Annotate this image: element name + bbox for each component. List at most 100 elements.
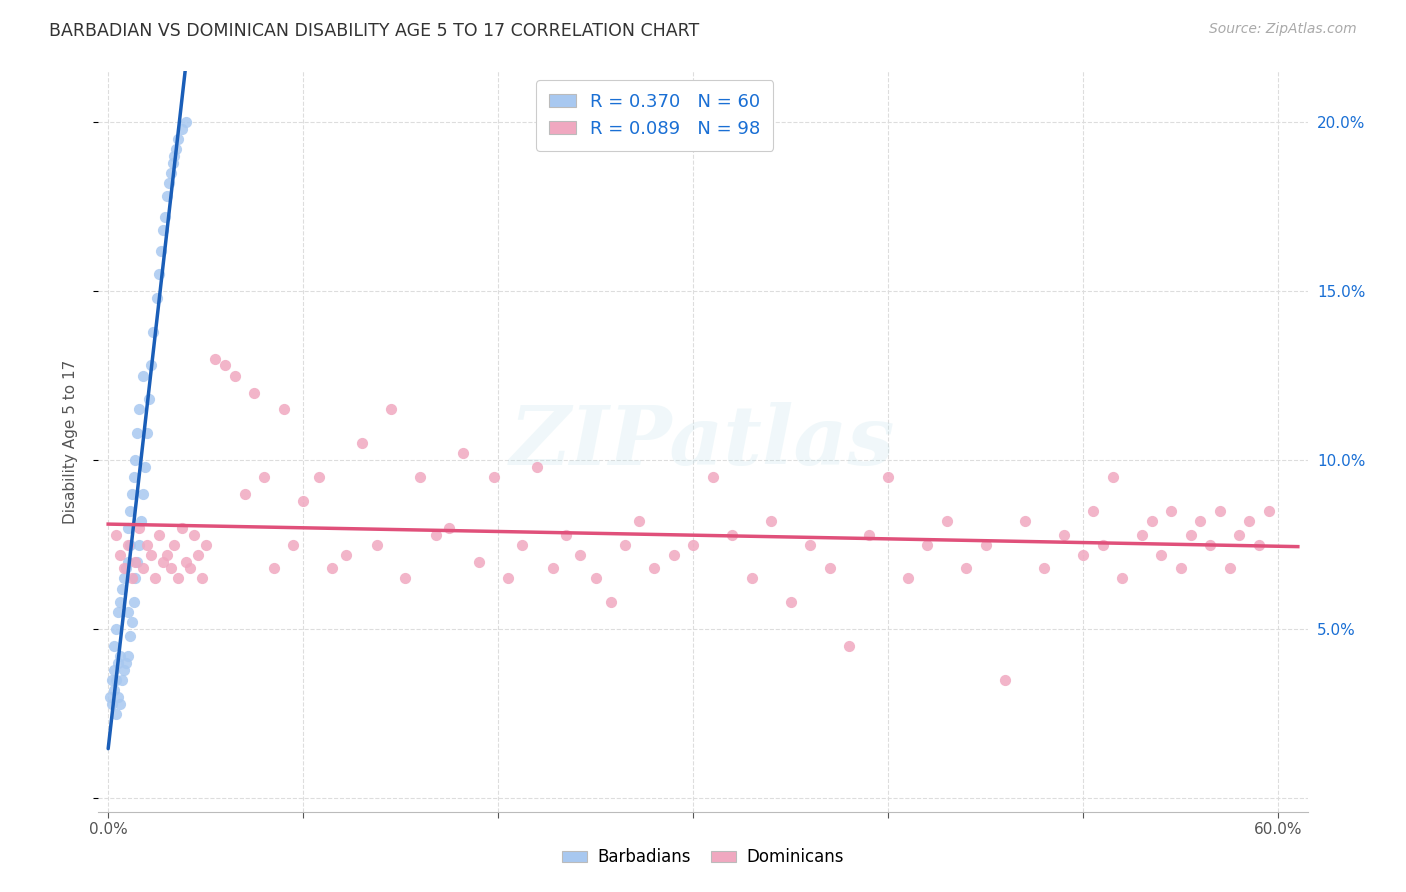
Point [172,521,194,535]
Point [858,527,880,541]
Point [1140,514,1163,528]
Point [134,459,156,474]
Point [156,189,179,203]
Point [1209,504,1232,518]
Point [118,504,141,518]
Point [1111,571,1133,585]
Point [838,639,860,653]
Point [974,538,997,552]
Point [167,571,190,585]
Point [721,527,744,541]
Point [132,561,155,575]
Point [1101,470,1123,484]
Point [165,142,187,156]
Point [366,538,388,552]
Point [1150,548,1173,562]
Point [484,470,506,484]
Point [124,571,146,585]
Point [191,571,214,585]
Point [174,115,197,129]
Point [1033,561,1056,575]
Point [122,595,145,609]
Point [1199,538,1222,552]
Point [163,538,186,552]
Point [128,538,150,552]
Point [143,571,166,585]
Point [107,690,129,704]
Point [1227,527,1250,541]
Point [142,325,165,339]
Point [108,649,131,664]
Point [121,615,143,630]
Point [121,487,143,501]
Point [877,470,900,484]
Point [101,697,124,711]
Point [127,426,149,441]
Text: ZIPatlas: ZIPatlas [510,401,896,482]
Point [139,359,162,373]
Point [224,368,246,383]
Point [1170,561,1192,575]
Point [162,155,184,169]
Point [117,555,139,569]
Point [283,538,305,552]
Text: BARBADIAN VS DOMINICAN DISABILITY AGE 5 TO 17 CORRELATION CHART: BARBADIAN VS DOMINICAN DISABILITY AGE 5 … [49,22,699,40]
Point [526,459,548,474]
Point [159,166,181,180]
Point [174,555,197,569]
Point [112,663,135,677]
Point [761,514,783,528]
Point [114,656,136,670]
Point [897,571,920,585]
Point [167,132,190,146]
Point [121,571,143,585]
Point [292,493,315,508]
Point [350,436,373,450]
Point [439,521,461,535]
Point [156,548,179,562]
Point [111,582,134,596]
Point [935,514,957,528]
Point [496,571,519,585]
Legend: R = 0.370   N = 60, R = 0.089   N = 98: R = 0.370 N = 60, R = 0.089 N = 98 [536,80,773,151]
Point [243,385,266,400]
Text: Source: ZipAtlas.com: Source: ZipAtlas.com [1209,22,1357,37]
Point [233,487,256,501]
Point [394,571,416,585]
Point [138,392,160,407]
Point [163,149,186,163]
Point [627,514,650,528]
Point [118,538,141,552]
Point [1237,514,1260,528]
Point [1219,561,1241,575]
Point [179,561,201,575]
Point [779,595,801,609]
Point [112,561,135,575]
Point [183,527,205,541]
Point [541,561,564,575]
Point [146,291,169,305]
Point [103,663,125,677]
Point [308,470,330,484]
Point [108,548,131,562]
Point [136,538,159,552]
Point [917,538,939,552]
Point [1091,538,1114,552]
Point [122,470,145,484]
Point [451,446,474,460]
Point [187,548,209,562]
Point [1053,527,1076,541]
Point [682,538,704,552]
Point [152,555,174,569]
Point [127,555,149,569]
Point [132,368,155,383]
Point [152,223,174,237]
Point [799,538,821,552]
Point [585,571,607,585]
Point [107,605,129,619]
Point [157,176,180,190]
Point [117,605,139,619]
Point [104,706,127,721]
Point [321,561,343,575]
Point [101,673,124,687]
